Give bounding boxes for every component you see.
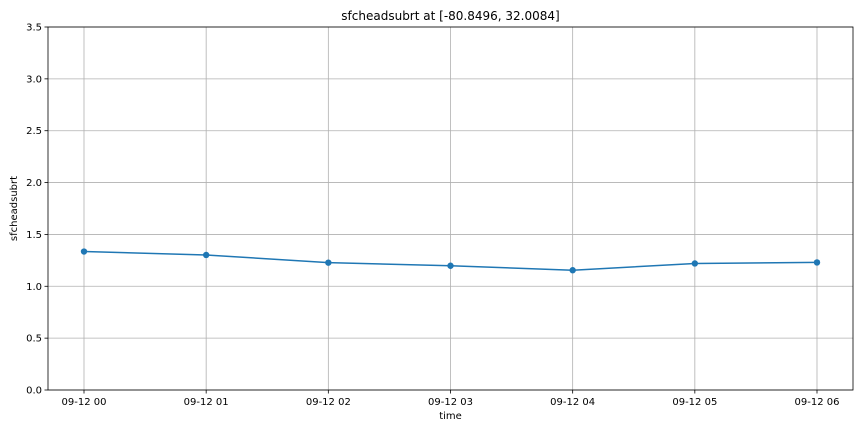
y-tick-label: 2.5 [26, 126, 42, 137]
data-point [447, 262, 454, 269]
x-tick-label: 09-12 01 [184, 397, 229, 408]
data-point [813, 259, 821, 266]
x-axis-label: time [439, 411, 462, 422]
x-tick-label: 09-12 00 [62, 397, 107, 408]
x-tick-label: 09-12 04 [550, 397, 595, 408]
data-point [202, 251, 210, 259]
x-tick-label: 09-12 03 [428, 397, 473, 408]
y-tick-label: 1.0 [26, 282, 42, 293]
y-axis-label: sfcheadsubrt [9, 176, 20, 241]
data-point [80, 248, 88, 255]
chart-title: sfcheadsubrt at [-80.8496, 32.0084] [341, 9, 559, 23]
y-tick-label: 3.5 [26, 23, 42, 34]
data-point [569, 267, 576, 274]
y-tick-label: 1.5 [26, 230, 42, 241]
x-tick-label: 09-12 02 [306, 397, 351, 408]
y-tick-label: 2.0 [26, 178, 42, 189]
data-point [691, 260, 699, 267]
grid [48, 26, 853, 391]
y-tick-label: 3.0 [26, 74, 42, 85]
series-group [80, 248, 821, 274]
tick-group: 09-12 00 09-12 01 09-12 02 09-12 03 09-12 04… [26, 23, 839, 409]
data-point [325, 259, 332, 266]
x-tick-label: 09-12 06 [795, 397, 840, 408]
y-tick-label: 0.0 [26, 386, 42, 397]
x-tick-label: 09-12 05 [672, 397, 717, 408]
y-tick-label: 0.5 [26, 334, 42, 345]
